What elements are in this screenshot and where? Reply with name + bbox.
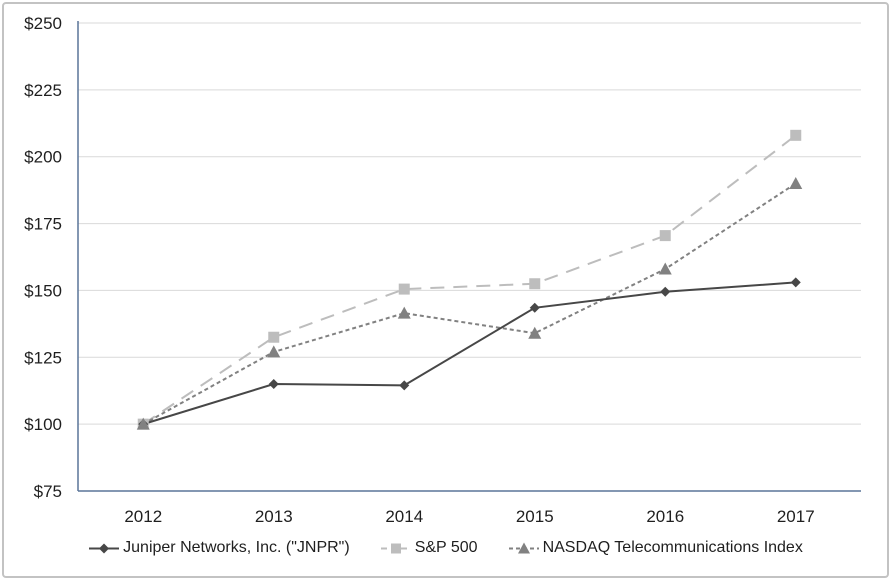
data-point-triangle <box>136 417 150 430</box>
legend-label-sp500: S&P 500 <box>414 539 478 556</box>
legend-item-jnpr: Juniper Networks, Inc. ("JNPR") <box>88 539 350 557</box>
y-axis-tick-label: $125 <box>24 348 62 367</box>
data-point-square <box>659 230 671 242</box>
data-point-square <box>268 331 280 343</box>
data-point-diamond <box>399 380 410 391</box>
plot-area: $250 $225 $200 $175 $150 $125 $100 $75 2012 2013 2… <box>24 14 861 526</box>
data-point-triangle <box>517 542 530 553</box>
data-point-diamond <box>529 302 540 313</box>
data-point-diamond <box>790 277 801 288</box>
x-axis-tick-label: 2013 <box>255 507 293 526</box>
legend-marker-sp500-square-icon <box>380 543 411 553</box>
legend-label-nasdaq-telecom: NASDAQ Telecommunications Index <box>542 539 803 556</box>
y-axis-tick-label: $100 <box>24 415 62 434</box>
x-axis-tick-label: 2017 <box>777 507 815 526</box>
x-axis-tick-label: 2014 <box>385 507 423 526</box>
data-point-square <box>790 129 802 141</box>
data-point-triangle <box>397 306 411 319</box>
data-point-square <box>390 543 401 553</box>
data-point-square <box>398 283 410 295</box>
series-line <box>142 281 796 426</box>
data-point-triangle <box>267 345 281 358</box>
data-point-diamond <box>268 379 279 390</box>
x-axis-tick-label: 2012 <box>124 507 162 526</box>
y-axis-tick-label: $200 <box>24 148 62 167</box>
legend-marker-nasdaq-triangle-icon <box>508 542 539 553</box>
x-axis-tick-label: 2015 <box>516 507 554 526</box>
series-line <box>142 134 797 425</box>
legend-marker-jnpr-diamond-icon <box>89 543 120 553</box>
x-axis-tick-label: 2016 <box>646 507 684 526</box>
data-point-diamond <box>660 286 671 297</box>
y-axis-tick-label: $150 <box>24 281 62 300</box>
data-point-triangle <box>658 262 672 275</box>
data-point-triangle <box>528 326 542 339</box>
data-point-square <box>529 278 541 290</box>
legend-label-jnpr: Juniper Networks, Inc. ("JNPR") <box>123 539 350 556</box>
legend: Juniper Networks, Inc. ("JNPR") S&P 500 … <box>0 539 891 557</box>
data-point-diamond <box>99 543 110 553</box>
y-axis-tick-label: $250 <box>24 14 62 33</box>
y-axis-tick-label: $225 <box>24 81 62 100</box>
legend-item-sp500: S&P 500 <box>380 539 478 557</box>
data-point-triangle <box>789 176 803 189</box>
y-axis-tick-label: $175 <box>24 215 62 234</box>
y-axis-tick-label: $75 <box>34 482 62 501</box>
legend-item-nasdaq-telecom: NASDAQ Telecommunications Index <box>508 539 803 557</box>
series-line <box>142 182 797 426</box>
